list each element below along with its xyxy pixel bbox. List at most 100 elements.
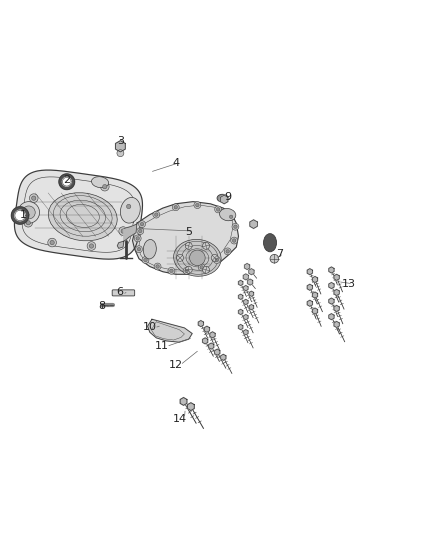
Circle shape <box>29 194 38 203</box>
Circle shape <box>216 208 220 211</box>
Circle shape <box>156 265 159 268</box>
Polygon shape <box>334 289 339 295</box>
Text: 3: 3 <box>117 136 124 146</box>
Circle shape <box>134 235 141 242</box>
Circle shape <box>226 249 230 253</box>
Circle shape <box>142 256 149 263</box>
Circle shape <box>170 269 173 272</box>
Text: 5: 5 <box>185 227 192 237</box>
Polygon shape <box>238 294 243 300</box>
Circle shape <box>135 246 142 253</box>
Polygon shape <box>312 308 318 314</box>
Circle shape <box>190 250 205 265</box>
Polygon shape <box>238 309 243 314</box>
Polygon shape <box>244 300 248 304</box>
Polygon shape <box>244 263 250 270</box>
Circle shape <box>137 247 141 251</box>
Polygon shape <box>334 321 339 327</box>
Circle shape <box>102 184 107 189</box>
Text: 7: 7 <box>276 248 283 259</box>
Circle shape <box>185 243 192 249</box>
Circle shape <box>22 206 35 219</box>
Circle shape <box>200 265 203 269</box>
Polygon shape <box>244 329 248 335</box>
Circle shape <box>124 202 133 211</box>
Ellipse shape <box>219 208 236 221</box>
FancyBboxPatch shape <box>112 290 134 296</box>
Polygon shape <box>187 403 194 410</box>
Polygon shape <box>204 326 209 332</box>
Polygon shape <box>202 338 208 344</box>
Circle shape <box>121 229 125 233</box>
Polygon shape <box>11 207 29 224</box>
Text: 14: 14 <box>173 414 187 424</box>
Circle shape <box>232 223 239 230</box>
Circle shape <box>231 237 237 244</box>
Circle shape <box>233 239 236 243</box>
Polygon shape <box>249 269 254 274</box>
Circle shape <box>24 219 32 227</box>
Text: 12: 12 <box>169 360 183 370</box>
Polygon shape <box>15 211 25 221</box>
Polygon shape <box>312 277 318 282</box>
Polygon shape <box>220 195 228 204</box>
Circle shape <box>215 206 222 213</box>
Text: 2: 2 <box>63 175 71 185</box>
Circle shape <box>64 181 67 185</box>
Circle shape <box>211 254 218 261</box>
Circle shape <box>140 222 144 226</box>
Circle shape <box>119 227 127 236</box>
Polygon shape <box>307 284 312 290</box>
Polygon shape <box>307 269 312 274</box>
Circle shape <box>202 266 209 273</box>
Circle shape <box>61 179 70 188</box>
Ellipse shape <box>173 239 221 276</box>
Polygon shape <box>249 304 254 310</box>
Circle shape <box>153 211 160 218</box>
Circle shape <box>215 259 219 262</box>
Polygon shape <box>59 174 74 190</box>
Polygon shape <box>117 224 137 248</box>
Circle shape <box>194 201 201 208</box>
Polygon shape <box>221 354 226 360</box>
Circle shape <box>48 238 57 247</box>
Text: 8: 8 <box>99 301 106 311</box>
Circle shape <box>136 237 139 240</box>
Polygon shape <box>329 267 334 273</box>
Circle shape <box>198 264 205 271</box>
Polygon shape <box>243 274 248 280</box>
Circle shape <box>174 206 177 209</box>
Polygon shape <box>238 280 243 286</box>
Circle shape <box>117 150 124 157</box>
Polygon shape <box>215 349 220 355</box>
Text: 11: 11 <box>155 341 169 351</box>
Polygon shape <box>334 305 339 311</box>
Circle shape <box>89 244 94 248</box>
Polygon shape <box>334 274 339 280</box>
Circle shape <box>196 204 199 207</box>
Ellipse shape <box>92 176 109 188</box>
Polygon shape <box>244 314 248 320</box>
Circle shape <box>144 259 147 262</box>
Polygon shape <box>210 332 215 338</box>
Circle shape <box>185 269 188 272</box>
Circle shape <box>138 221 145 228</box>
Polygon shape <box>116 141 125 152</box>
Polygon shape <box>208 343 214 349</box>
Circle shape <box>137 228 144 235</box>
Polygon shape <box>329 282 334 288</box>
Circle shape <box>155 213 158 216</box>
Circle shape <box>127 204 131 208</box>
Polygon shape <box>14 170 142 259</box>
Circle shape <box>177 254 184 261</box>
Circle shape <box>32 196 36 200</box>
Circle shape <box>87 241 96 251</box>
Ellipse shape <box>217 195 228 202</box>
Circle shape <box>26 221 30 225</box>
Polygon shape <box>329 298 334 304</box>
Polygon shape <box>180 398 187 405</box>
Text: 4: 4 <box>172 158 179 168</box>
Text: 10: 10 <box>143 322 157 332</box>
Circle shape <box>234 225 237 229</box>
Circle shape <box>168 268 175 274</box>
